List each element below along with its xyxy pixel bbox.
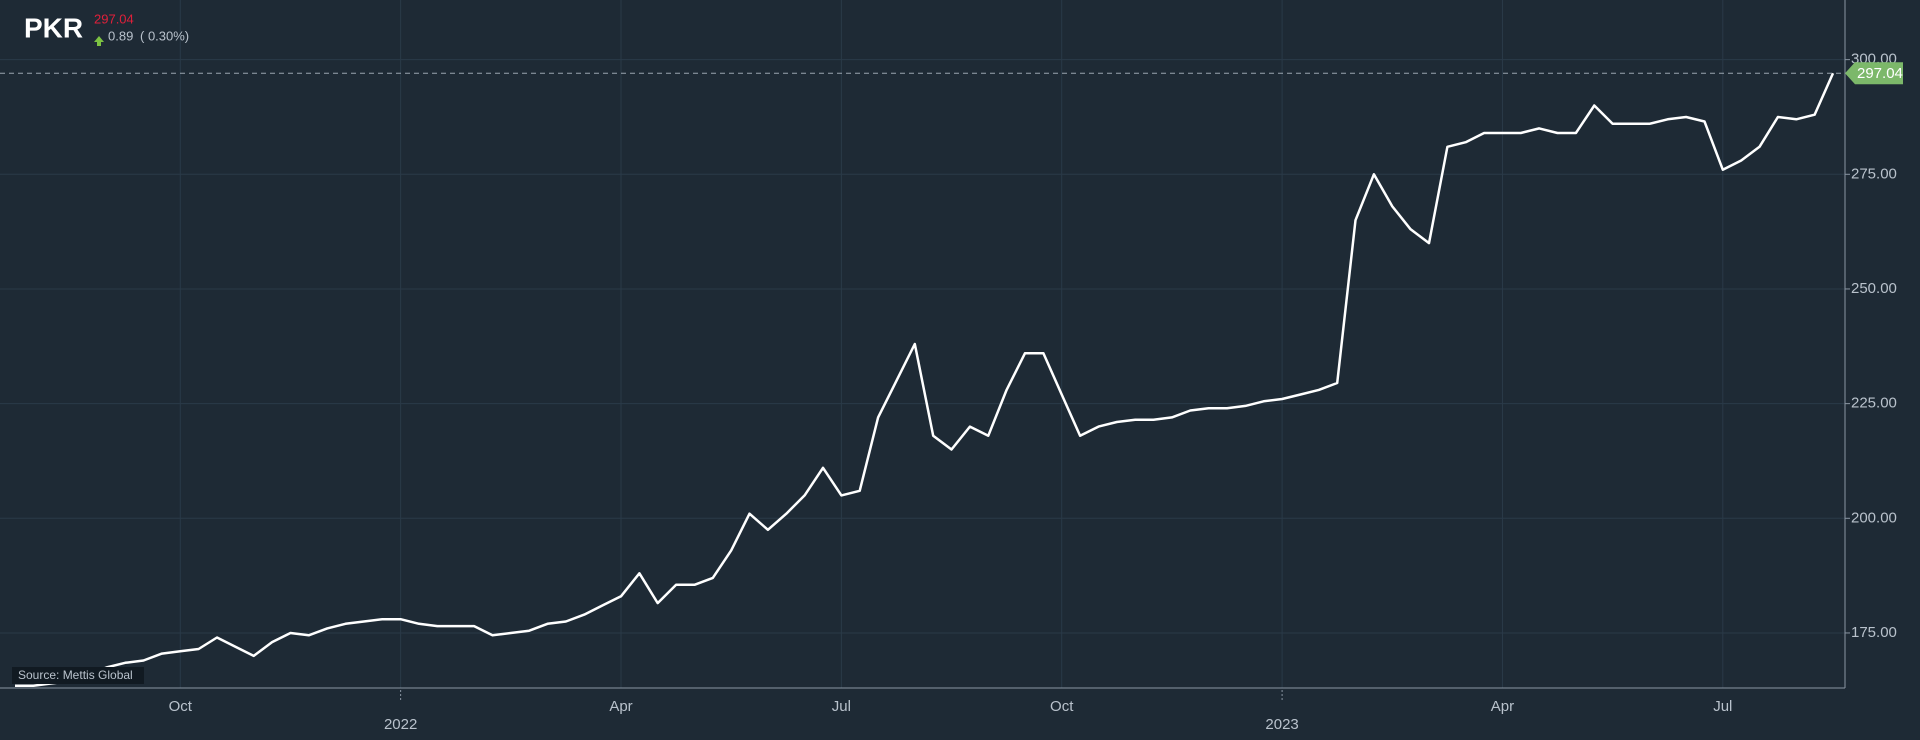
price: 297.04 (94, 11, 134, 26)
y-tick-label: 200.00 (1851, 509, 1897, 526)
x-tick-label: Jul (832, 698, 851, 715)
x-tick-label: Jul (1713, 698, 1732, 715)
x-year-label: 2023 (1265, 716, 1298, 733)
x-year-label: 2022 (384, 716, 417, 733)
x-tick-label: Oct (1050, 698, 1074, 715)
y-tick-label: 175.00 (1851, 624, 1897, 641)
change-percent: ( 0.30%) (140, 28, 189, 43)
price-badge (1845, 62, 1903, 85)
price-badge-label: 297.04 (1857, 65, 1903, 82)
y-tick-label: 225.00 (1851, 395, 1897, 412)
x-tick-label: Apr (609, 698, 632, 715)
x-tick-label: Apr (1491, 698, 1514, 715)
source-box (12, 667, 144, 684)
change: 0.89 (108, 28, 133, 43)
x-tick-label: Oct (169, 698, 193, 715)
up-arrow (94, 36, 104, 46)
symbol: PKR (24, 12, 83, 43)
y-tick-label: 275.00 (1851, 165, 1897, 182)
grid (0, 0, 1845, 688)
source: Source: Mettis Global (18, 668, 133, 682)
y-tick-label: 250.00 (1851, 280, 1897, 297)
price-line (15, 72, 1835, 687)
